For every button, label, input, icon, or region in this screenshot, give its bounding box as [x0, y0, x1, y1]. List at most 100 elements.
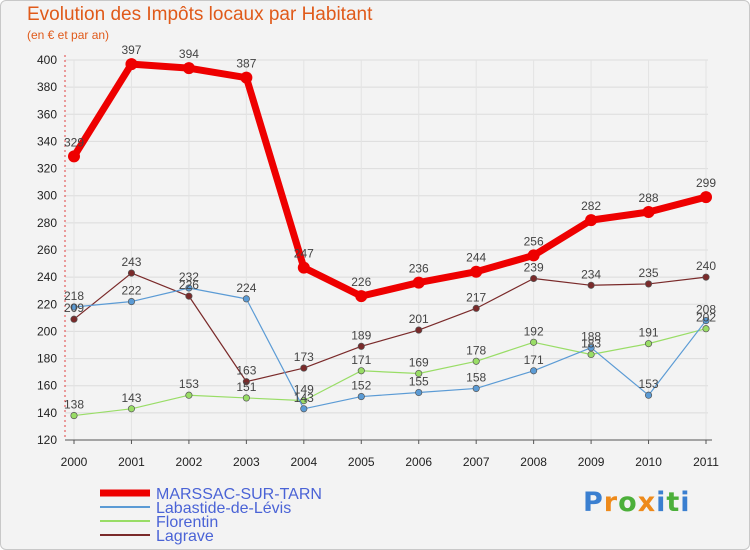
- data-label: 329: [64, 135, 84, 149]
- y-tick-label: 180: [37, 352, 57, 366]
- data-label: 236: [409, 262, 429, 276]
- series-point: [357, 393, 365, 401]
- series-point: [700, 191, 712, 204]
- data-label: 169: [409, 356, 429, 370]
- x-axis-ticks: 2000 2001 2002 2003 2004 2005 2006 2007 2008 2009…: [61, 455, 720, 469]
- series-point: [127, 298, 136, 306]
- data-label: 183: [581, 337, 601, 351]
- y-tick-label: 280: [37, 216, 57, 230]
- chart-subtitle: (en € et par an): [27, 28, 110, 42]
- data-label: 243: [121, 255, 141, 269]
- data-label: 143: [294, 391, 314, 405]
- series-point: [415, 369, 423, 378]
- series-point: [68, 150, 80, 163]
- series-point: [472, 384, 480, 392]
- y-tick-label: 360: [37, 107, 57, 121]
- x-tick-label: 2007: [463, 455, 490, 469]
- data-label: 171: [524, 353, 544, 367]
- proxiti-logo: Proxiti: [583, 487, 691, 518]
- series-point: [530, 274, 538, 283]
- series-point: [415, 326, 423, 334]
- legend-label-0: MARSSAC-SUR-TARN: [156, 486, 322, 503]
- data-label: 143: [121, 391, 141, 405]
- x-tick-label: 2005: [348, 455, 375, 469]
- data-label: 153: [639, 377, 659, 391]
- series-point: [702, 273, 710, 281]
- series-point: [185, 292, 193, 300]
- x-tick-label: 2008: [520, 455, 547, 469]
- series-point: [587, 281, 595, 289]
- x-tick-label: 2000: [61, 455, 88, 469]
- logo-letter: t: [666, 487, 681, 518]
- y-tick-label: 260: [37, 243, 57, 257]
- logo-letter: o: [618, 487, 638, 518]
- series-point: [587, 344, 595, 352]
- data-label: 202: [696, 311, 716, 325]
- series-point: [644, 280, 653, 288]
- series-point: [70, 303, 78, 311]
- x-tick-label: 2011: [693, 455, 719, 469]
- series-point: [644, 340, 653, 348]
- y-axis-ticks: 120 140 160 180 200 220 240 260 280 300 320 340 360 3…: [37, 53, 57, 447]
- x-tick-label: 2002: [176, 455, 203, 469]
- data-label: 288: [639, 191, 659, 205]
- x-tick-label: 2009: [578, 455, 605, 469]
- series-point: [644, 391, 653, 399]
- series-point: [240, 71, 253, 84]
- data-label: 222: [121, 284, 141, 298]
- legend-label-2: Florentin: [156, 514, 218, 531]
- series-point: [242, 378, 250, 386]
- series-point: [357, 367, 365, 375]
- data-label: 217: [466, 290, 486, 304]
- x-tick-label: 2004: [290, 455, 317, 469]
- series-point: [702, 325, 710, 333]
- data-label: 153: [179, 377, 199, 391]
- series-point: [587, 350, 595, 359]
- series-point: [242, 394, 250, 402]
- data-label: 234: [581, 267, 601, 281]
- series-line-2: [73, 328, 707, 417]
- series-point: [585, 214, 598, 227]
- data-label: 173: [294, 350, 314, 364]
- data-label: 226: [179, 278, 199, 292]
- logo-letter: x: [637, 487, 657, 518]
- x-tick-label: 2003: [233, 455, 260, 469]
- series-point: [530, 367, 538, 375]
- logo-letter: i: [656, 487, 667, 518]
- series-point: [415, 388, 423, 397]
- series-point: [242, 295, 250, 303]
- series-point: [300, 364, 308, 372]
- series-point: [70, 412, 78, 420]
- data-label: 247: [294, 247, 314, 261]
- series-point: [297, 261, 310, 274]
- data-label: 397: [121, 43, 141, 57]
- series-line-3: [73, 272, 707, 383]
- data-label: 218: [64, 289, 84, 303]
- y-tick-label: 240: [37, 270, 57, 284]
- logo-letter: i: [680, 487, 691, 518]
- data-label: 209: [64, 301, 84, 315]
- data-label: 178: [466, 343, 486, 357]
- data-label: 239: [524, 261, 544, 275]
- data-label: 224: [236, 281, 256, 295]
- series-point: [642, 206, 655, 218]
- data-label: 163: [236, 364, 256, 378]
- data-label: 149: [294, 383, 314, 397]
- x-tick-label: 2006: [405, 455, 432, 469]
- series-lines: [68, 58, 712, 420]
- legend-label-3: Lagrave: [156, 528, 214, 545]
- y-tick-label: 140: [37, 406, 57, 420]
- data-label: 138: [64, 398, 84, 412]
- y-tick-label: 300: [37, 189, 57, 203]
- y-tick-label: 160: [37, 379, 57, 393]
- series-point: [125, 58, 138, 71]
- logo-letter: r: [603, 487, 619, 518]
- series-point: [185, 391, 193, 399]
- data-label: 192: [524, 324, 544, 338]
- series-point: [70, 315, 78, 323]
- data-label: 394: [179, 47, 199, 61]
- logo-letter: P: [583, 487, 604, 518]
